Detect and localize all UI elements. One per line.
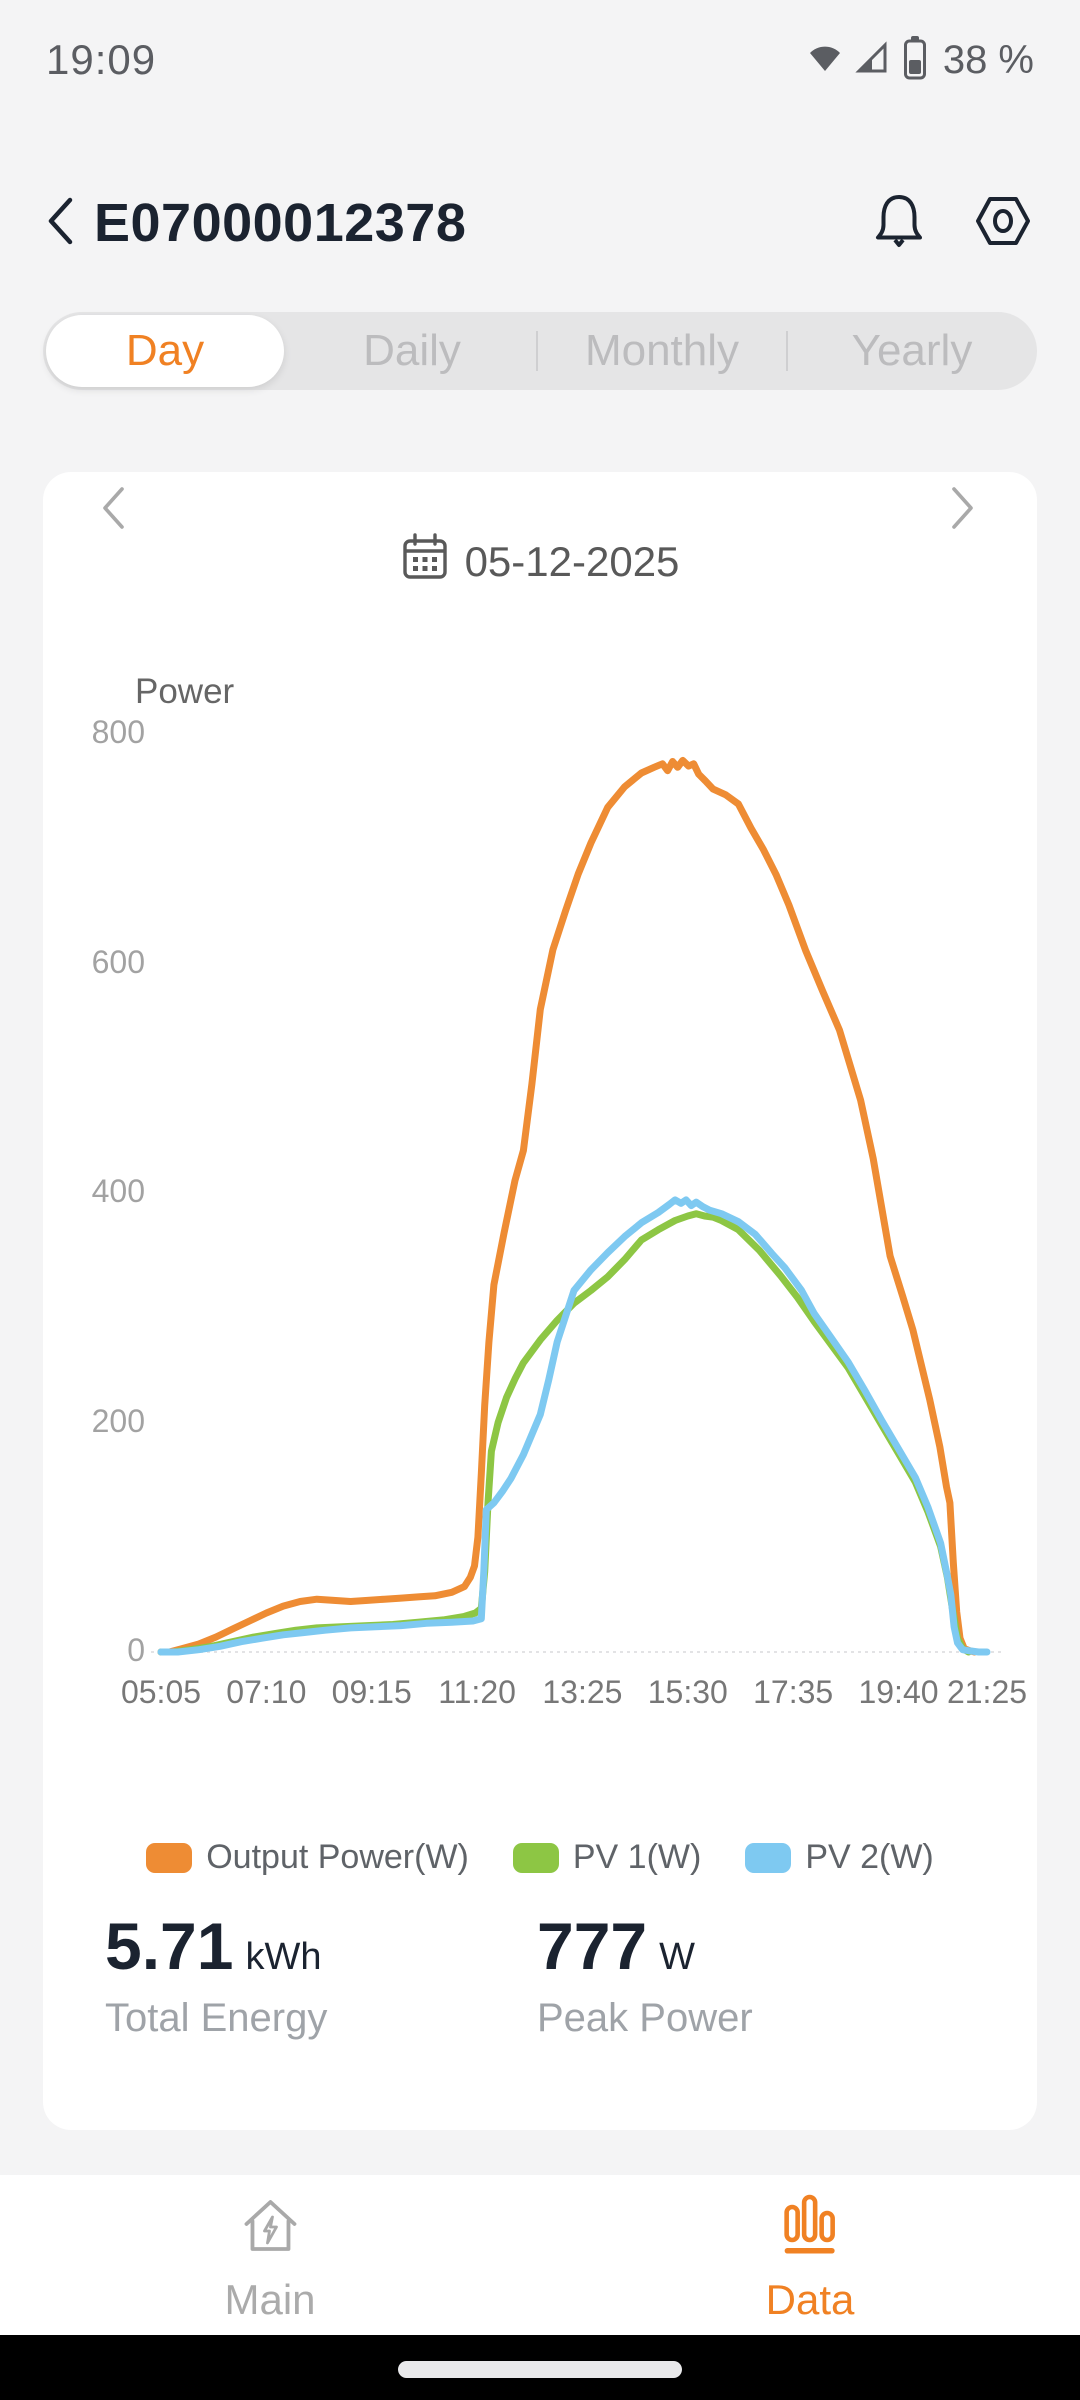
bell-icon xyxy=(872,192,926,255)
x-axis-tick: 15:30 xyxy=(647,1674,728,1710)
chevron-left-icon xyxy=(101,487,127,534)
legend-item-output-power[interactable]: Output Power(W) xyxy=(146,1838,469,1877)
y-axis-tick: 400 xyxy=(91,1173,145,1209)
x-axis-tick: 13:25 xyxy=(542,1674,623,1710)
tab-monthly[interactable]: Monthly xyxy=(537,312,787,390)
cell-signal-icon xyxy=(855,40,889,80)
total-energy-label: Total Energy xyxy=(105,1996,328,2040)
bar-chart-icon xyxy=(781,2193,839,2262)
legend-label: Output Power(W) xyxy=(206,1838,469,1876)
back-button[interactable] xyxy=(46,194,86,252)
legend-label: PV 1(W) xyxy=(572,1838,702,1876)
x-axis-tick: 07:10 xyxy=(226,1674,307,1710)
y-axis-tick: 600 xyxy=(91,943,145,980)
peak-power-value: 777 xyxy=(537,1909,648,1983)
nav-item-main[interactable]: Main xyxy=(224,2193,316,2324)
y-axis-title: Power xyxy=(135,672,235,711)
x-axis-tick: 17:35 xyxy=(753,1674,834,1710)
legend-swatch xyxy=(146,1842,193,1873)
bottom-nav: Main Data xyxy=(0,2175,1080,2335)
date-selector[interactable]: 05-12-2025 xyxy=(43,528,1037,596)
peak-power-unit: W xyxy=(659,1936,695,1978)
legend-item-pv1[interactable]: PV 1(W) xyxy=(512,1838,702,1877)
legend-swatch xyxy=(745,1842,792,1873)
tab-yearly[interactable]: Yearly xyxy=(787,312,1037,390)
x-axis-tick: 11:20 xyxy=(438,1674,516,1710)
settings-button[interactable] xyxy=(972,192,1034,254)
chart-svg xyxy=(151,756,1003,1656)
chart-legend: Output Power(W) PV 1(W) PV 2(W) xyxy=(43,1838,1037,1877)
home-lightning-icon xyxy=(236,2193,304,2262)
period-tabbar: Day Daily Monthly Yearly xyxy=(43,312,1037,390)
y-axis-tick: 800 xyxy=(91,714,145,750)
prev-day-button[interactable] xyxy=(101,486,131,530)
nav-label-main: Main xyxy=(224,2276,316,2323)
legend-swatch xyxy=(512,1842,559,1873)
x-axis-tick: 21:25 xyxy=(946,1674,1028,1710)
peak-power-label: Peak Power xyxy=(537,1996,753,2040)
selected-date: 05-12-2025 xyxy=(464,538,680,585)
device-serial-title: E07000012378 xyxy=(94,193,467,253)
header: E07000012378 xyxy=(0,182,1080,264)
tab-daily[interactable]: Daily xyxy=(363,326,461,375)
nav-label-data: Data xyxy=(765,2276,855,2323)
status-icons: 38 % xyxy=(807,34,1034,87)
battery-icon xyxy=(901,34,929,87)
tab-day[interactable]: Day xyxy=(46,315,284,387)
series-line-1 xyxy=(157,1210,972,1656)
wifi-icon xyxy=(807,41,843,80)
total-energy-unit: kWh xyxy=(245,1936,322,1978)
y-axis-tick: 200 xyxy=(91,1402,145,1439)
chevron-right-icon xyxy=(949,487,975,534)
status-bar: 19:09 38 % xyxy=(0,28,1080,92)
legend-label: PV 2(W) xyxy=(805,1838,934,1876)
total-energy-value: 5.71 xyxy=(105,1909,234,1983)
calendar-icon xyxy=(401,532,449,592)
alarm-button[interactable] xyxy=(868,192,930,254)
gesture-handle[interactable] xyxy=(398,2361,682,2378)
power-chart: Power 0 200 400 600 800 05:05 07:10 09:15 11:20 1… xyxy=(43,672,1037,1732)
x-axis-tick: 19:40 xyxy=(858,1674,939,1710)
clock: 19:09 xyxy=(46,36,157,83)
nav-item-data[interactable]: Data xyxy=(765,2193,855,2324)
gesture-zone xyxy=(0,2335,1080,2400)
back-chevron-icon xyxy=(46,196,76,251)
settings-nut-icon xyxy=(973,194,1033,253)
peak-power-stat: 777 W Peak Power xyxy=(537,1908,753,2041)
battery-percent: 38 % xyxy=(942,37,1034,82)
total-energy-stat: 5.71 kWh Total Energy xyxy=(105,1908,327,2041)
series-line-2 xyxy=(157,1196,991,1656)
chart-card: 05-12-2025 Power 0 200 400 600 800 05:05 07:10… xyxy=(43,472,1037,2130)
x-axis-tick: 09:15 xyxy=(331,1674,412,1710)
next-day-button[interactable] xyxy=(949,486,979,530)
legend-item-pv2[interactable]: PV 2(W) xyxy=(745,1838,934,1877)
y-axis-tick: 0 xyxy=(127,1632,145,1668)
series-line-0 xyxy=(157,756,978,1656)
x-axis-tick: 05:05 xyxy=(120,1674,202,1710)
